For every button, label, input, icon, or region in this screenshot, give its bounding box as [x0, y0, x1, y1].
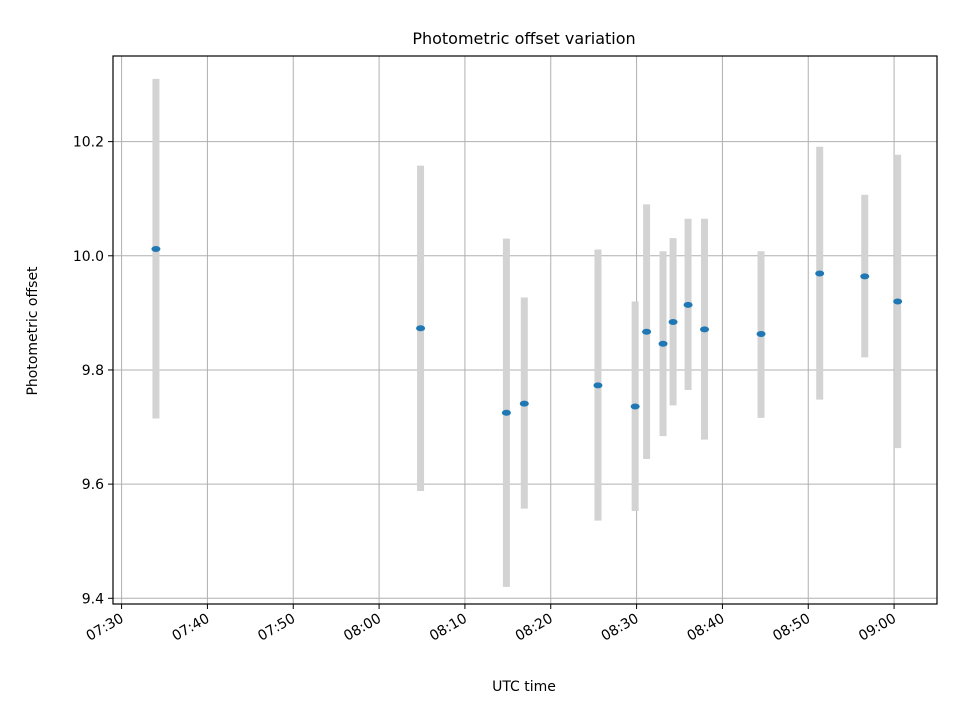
y-tick-label: 9.6 [82, 477, 104, 493]
x-tick-label: 08:20 [513, 611, 556, 645]
y-axis-label: Photometric offset [25, 266, 41, 396]
x-tick-label: 08:40 [684, 611, 727, 645]
data-point [815, 270, 825, 277]
data-point [658, 340, 668, 347]
y-tick-label: 9.4 [82, 591, 104, 607]
data-point [630, 403, 640, 410]
data-point [668, 319, 678, 326]
x-axis-label: UTC time [492, 679, 556, 695]
y-tick-label: 10.2 [73, 135, 104, 151]
error-bars [152, 78, 902, 587]
data-point [860, 273, 870, 280]
data-point [501, 409, 511, 416]
y-axis-ticks: 9.4 9.6 9.8 10.0 10.2 [73, 135, 113, 607]
x-tick-label: 08:50 [770, 611, 813, 645]
x-tick-label: 08:30 [599, 611, 642, 645]
x-tick-label: 07:40 [169, 611, 212, 645]
x-tick-label: 07:50 [255, 611, 298, 645]
chart-title: Photometric offset variation [412, 29, 635, 48]
x-tick-label: 07:30 [84, 611, 127, 645]
data-point [151, 245, 161, 252]
y-tick-label: 9.8 [82, 363, 104, 379]
x-tick-label: 08:00 [341, 611, 384, 645]
x-tick-label: 09:00 [856, 611, 899, 645]
data-point [700, 326, 710, 333]
data-points [151, 245, 903, 416]
data-point [519, 400, 529, 407]
data-point [593, 382, 603, 389]
data-point [756, 330, 766, 337]
y-tick-label: 10.0 [73, 249, 104, 265]
data-point [416, 325, 426, 332]
data-point [642, 328, 652, 335]
x-axis-ticks: 07:30 07:40 07:50 08:00 08:10 08:20 08:30 08:40… [84, 604, 899, 645]
plot-frame [112, 55, 938, 605]
data-point [893, 298, 903, 305]
data-point [683, 301, 693, 308]
x-tick-label: 08:10 [427, 611, 470, 645]
